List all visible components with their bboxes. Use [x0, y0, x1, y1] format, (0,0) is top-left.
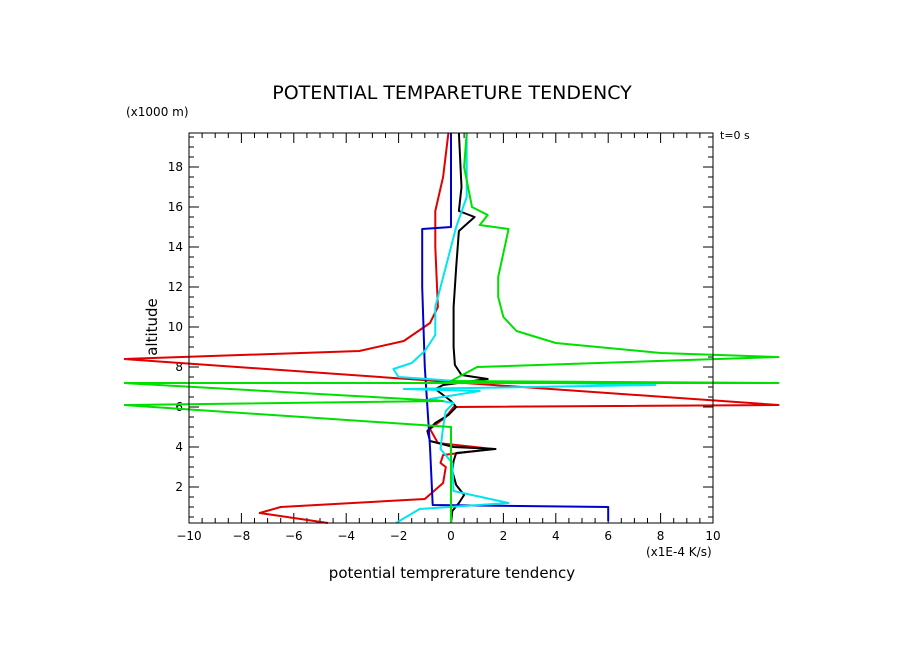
- x-axis-label: potential temprerature tendency: [329, 564, 576, 582]
- y-axis-label: altitude: [143, 298, 161, 356]
- y-tick-label: 6: [175, 400, 183, 414]
- x-tick-label: 6: [604, 529, 612, 543]
- series-line-black: [426, 132, 497, 524]
- y-tick-label: 4: [175, 440, 183, 454]
- x-tick-label: 4: [552, 529, 560, 543]
- y-tick-label: 12: [168, 280, 183, 294]
- y-tick-label: 16: [168, 200, 183, 214]
- x-tick-label: 8: [657, 529, 665, 543]
- x-tick-label: −2: [390, 529, 408, 543]
- y-tick-label: 8: [175, 360, 183, 374]
- x-axis-unit: (x1E-4 K/s): [646, 545, 712, 559]
- y-tick-label: 10: [168, 320, 183, 334]
- x-tick-label: −8: [233, 529, 251, 543]
- chart-title: POTENTIAL TEMPARETURE TENDENCY: [272, 82, 632, 104]
- time-label: t=0 s: [720, 129, 750, 142]
- series-line-blue: [421, 133, 610, 521]
- series-line-green: [124, 132, 780, 523]
- y-tick-label: 2: [175, 480, 183, 494]
- x-tick-label: −10: [176, 529, 201, 543]
- x-tick-label: −6: [285, 529, 303, 543]
- x-tick-label: −4: [337, 529, 355, 543]
- axis-ticks: [188, 133, 714, 523]
- tick-labels: −10 −8 −6 −4 −2 0 2 4 6 8 10 2 4 6 8 10 12 14 16 18: [168, 160, 721, 543]
- x-tick-label: 10: [705, 529, 720, 543]
- x-tick-label: 0: [447, 529, 455, 543]
- y-tick-label: 18: [168, 160, 183, 174]
- x-tick-label: 2: [500, 529, 508, 543]
- y-axis-unit: (x1000 m): [126, 105, 189, 119]
- data-series: [124, 132, 780, 524]
- y-tick-label: 14: [168, 240, 183, 254]
- series-line-cyan: [392, 133, 657, 524]
- plot-frame: [188, 132, 714, 524]
